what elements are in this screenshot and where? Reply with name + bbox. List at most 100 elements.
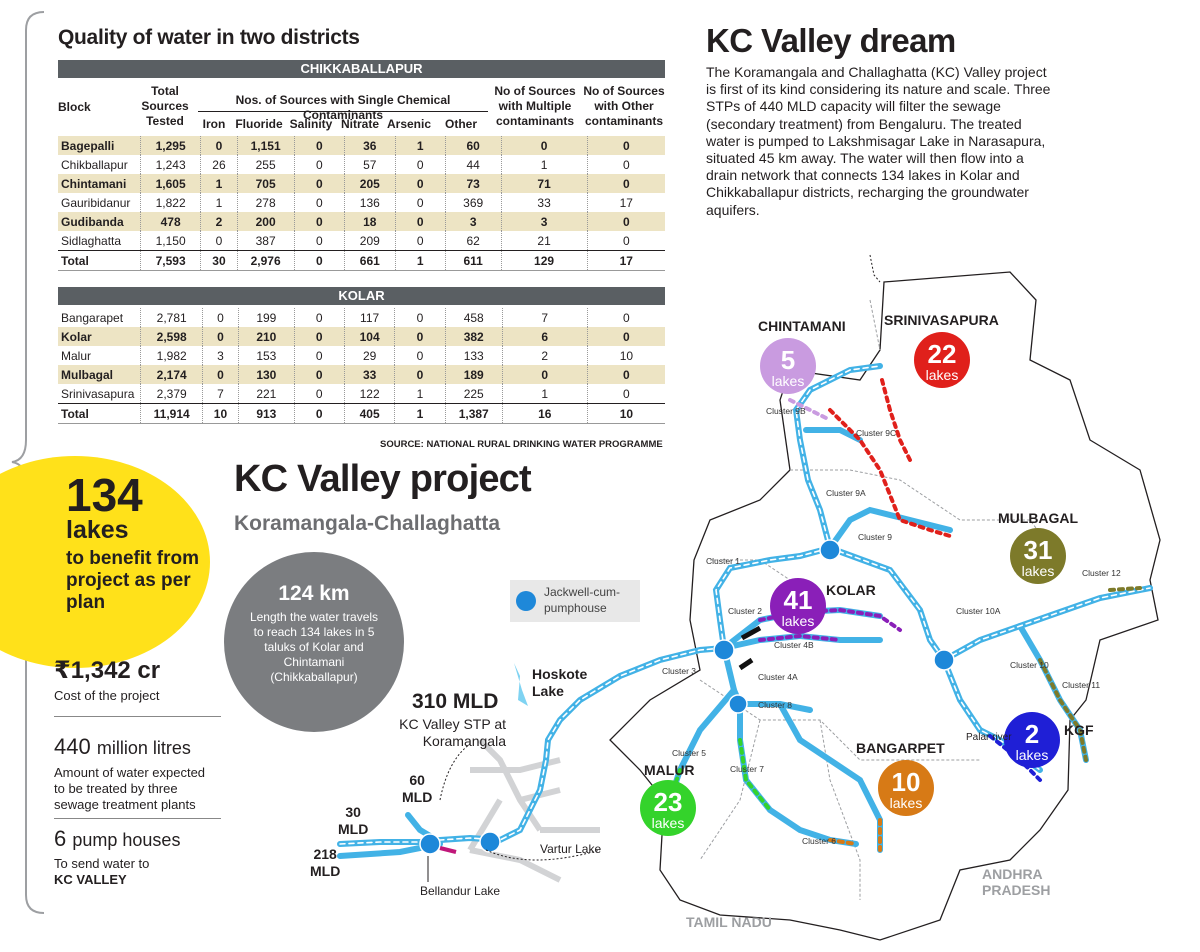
table-row: Malur 1,982 3 153 0 29 0 133 2 10: [58, 346, 665, 365]
cell-value: 2,781: [140, 308, 203, 327]
header-iron: Iron: [202, 117, 226, 131]
cluster-label: Cluster 2: [728, 606, 763, 616]
total-label: Total: [58, 250, 141, 271]
cluster-label: Cluster 9B: [766, 406, 806, 416]
cluster-label: Cluster 3: [662, 666, 697, 676]
cell-value: 278: [236, 193, 295, 212]
stp-mld: 310 MLD: [412, 690, 499, 713]
cell-value: 104: [343, 327, 395, 346]
district-bangarpet: BANGARPET: [856, 740, 945, 756]
cell-value: 130: [238, 365, 295, 384]
header-fluoride: Fluoride: [235, 117, 283, 131]
cell-value: 2: [501, 346, 588, 365]
cell-value: 255: [236, 155, 295, 174]
cluster-label: Cluster 9C: [856, 428, 897, 438]
lakes-highlight-circle: [0, 456, 210, 668]
lakes-word: lakes: [66, 516, 129, 544]
cell-value: 0: [293, 155, 345, 174]
cluster-label: Cluster 7: [730, 764, 765, 774]
lakes-bangarpet: 10 lakes: [878, 760, 934, 816]
cell-value: 0: [586, 231, 665, 251]
cell-value: 10: [586, 346, 665, 365]
cell-value: 0: [394, 365, 446, 384]
cell-value: 136: [343, 193, 396, 212]
table-row: Chintamani 1,605 1 705 0 205 0 73 71 0: [58, 174, 665, 193]
cell-value: 2,598: [140, 327, 203, 346]
total-value: 0: [293, 403, 345, 424]
total-row: Total 11,914 10 913 0 405 1 1,387 16 10: [58, 403, 665, 424]
cell-value: 2,174: [140, 365, 203, 384]
mld-218: 218 MLD: [310, 846, 341, 879]
cell-value: 0: [586, 308, 665, 327]
water-value: 440 million litres: [54, 734, 191, 759]
cell-value: 0: [293, 327, 345, 346]
cell-value: 1: [394, 136, 446, 155]
table-title: Quality of water in two districts: [58, 26, 360, 49]
legend-box: Jackwell-cum-pumphouse: [510, 580, 640, 622]
cell-value: 0: [293, 212, 345, 231]
mld-60: 60 MLD: [402, 772, 433, 805]
cell-value: 62: [444, 231, 502, 251]
total-value: 16: [501, 403, 588, 424]
table-row: Chikballapur 1,243 26 255 0 57 0 44 1 0: [58, 155, 665, 174]
cell-value: 0: [293, 174, 345, 193]
kolar-table: Bangarapet 2,781 0 199 0 117 0 458 7 0 Kolar 2,598 0…: [58, 308, 665, 424]
cell-value: 7: [201, 384, 239, 404]
block-name: Gudibanda: [58, 212, 141, 231]
cell-value: 0: [586, 384, 665, 404]
lakes-kgf: 2 lakes: [1004, 712, 1060, 768]
table-row: Kolar 2,598 0 210 0 104 0 382 6 0: [58, 327, 665, 346]
lakes-malur: 23 lakes: [640, 780, 696, 836]
lakes-text: to benefit from project as per plan: [66, 548, 199, 613]
cell-value: 0: [394, 308, 446, 327]
cell-value: 0: [586, 365, 665, 384]
cell-value: 73: [444, 174, 502, 193]
cell-value: 6: [501, 327, 588, 346]
cluster-label: Cluster 9: [858, 532, 893, 542]
cell-value: 225: [444, 384, 503, 404]
total-value: 7,593: [139, 250, 201, 271]
cell-value: 0: [394, 212, 446, 231]
stp-name: KC Valley STP at Koramangala: [399, 716, 506, 749]
cell-value: 1: [500, 155, 588, 174]
cluster-label: Cluster 5: [672, 748, 707, 758]
cluster-label: Cluster 12: [1082, 568, 1121, 578]
cell-value: 221: [238, 384, 295, 404]
cell-value: 26: [200, 155, 237, 174]
cell-value: 478: [139, 212, 201, 231]
cell-value: 1: [200, 193, 237, 212]
cell-value: 3: [444, 212, 502, 231]
cluster-label: Cluster 6: [802, 836, 837, 846]
table-row: Bagepalli 1,295 0 1,151 0 36 1 60 0 0: [58, 136, 665, 155]
cell-value: 122: [343, 384, 395, 404]
district-mulbagal: MULBAGAL: [998, 510, 1079, 526]
chikkaballapur-table: Bagepalli 1,295 0 1,151 0 36 1 60 0 0 Chikballapur…: [58, 136, 665, 271]
block-name: Gauribidanur: [61, 195, 131, 210]
lakes-kolar: 41 lakes: [770, 578, 826, 634]
cell-value: 29: [343, 346, 395, 365]
cell-value: 133: [444, 346, 503, 365]
cell-value: 0: [293, 136, 345, 155]
cell-value: 705: [236, 174, 295, 193]
block-name: Chintamani: [58, 174, 141, 193]
header-total: Total Sources Tested: [141, 84, 189, 128]
cell-value: 0: [200, 136, 237, 155]
cell-value: 199: [238, 308, 295, 327]
pumphouse-icon: [516, 591, 536, 611]
table-row: Srinivasapura 2,379 7 221 0 122 1 225 1 0: [58, 384, 665, 404]
district-bar-chikkaballapur: CHIKKABALLAPUR: [58, 60, 665, 78]
total-value: 1: [394, 403, 446, 424]
total-value: 10: [201, 403, 239, 424]
cell-value: 210: [238, 327, 295, 346]
lakes-mulbagal: 31 lakes: [1010, 528, 1066, 584]
cell-value: 3: [500, 212, 588, 231]
table-source: SOURCE: NATIONAL RURAL DRINKING WATER PR…: [380, 439, 663, 450]
cell-value: 0: [394, 193, 446, 212]
cell-value: 0: [586, 174, 665, 193]
table-row: Sidlaghatta 1,150 0 387 0 209 0 62 21 0: [58, 231, 665, 251]
total-value: 611: [444, 250, 502, 271]
cell-value: 7: [501, 308, 588, 327]
cell-value: 0: [293, 308, 345, 327]
cell-value: 3: [201, 346, 239, 365]
region-tamil: TAMIL NADU: [686, 914, 772, 930]
